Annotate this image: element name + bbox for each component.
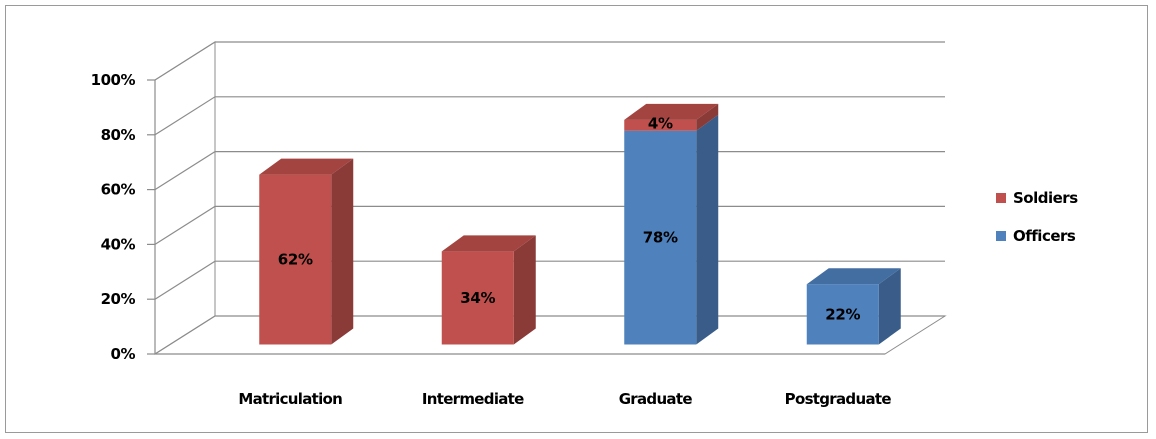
bar-intermediate-soldiers-front [441, 251, 514, 345]
bar-graduate-soldiers-side [696, 103, 719, 131]
chart-walls [153, 41, 947, 355]
bars [259, 103, 901, 345]
x-axis-categories: Matriculation Intermediate Graduate Postgra… [238, 390, 892, 408]
side-wall [154, 41, 216, 355]
bar-postgraduate-officers-front [806, 284, 879, 345]
y-tick-label: 40% [101, 235, 136, 253]
y-tick-label: 80% [101, 126, 136, 144]
bar-matriculation-soldiers-top [259, 158, 354, 175]
category-label: Postgraduate [785, 390, 892, 408]
category-label: Matriculation [238, 390, 342, 408]
bar-matriculation-soldiers-front [259, 174, 332, 345]
bar-graduate-soldiers-front [624, 119, 697, 131]
bar-intermediate-soldiers-side [513, 235, 536, 345]
gridline [154, 96, 945, 136]
data-label: 34% [460, 289, 495, 307]
bar-intermediate-soldiers-top [441, 235, 536, 252]
legend-swatch [996, 231, 1006, 241]
y-axis-ticks: 0% 20% 40% 60% 80% 100% [91, 71, 136, 363]
gridline [154, 41, 945, 81]
bar-graduate-soldiers-top [624, 103, 719, 120]
y-tick-label: 60% [101, 181, 136, 199]
data-label: 62% [278, 251, 313, 269]
legend-swatch [996, 193, 1006, 203]
bar-postgraduate-officers-top [806, 268, 901, 285]
bar-graduate-officers-side [696, 114, 719, 345]
category-label: Graduate [619, 390, 693, 408]
data-label: 22% [825, 305, 860, 323]
legend-label: Soldiers [1013, 189, 1078, 207]
bar-postgraduate-officers-side [878, 268, 901, 345]
bar-matriculation-soldiers-side [331, 158, 354, 345]
y-tick-label: 0% [111, 345, 136, 363]
category-label: Intermediate [422, 390, 524, 408]
legend-label: Officers [1013, 227, 1076, 245]
data-label: 78% [643, 229, 678, 247]
data-labels: 62% 34% 78% 4% 22% [278, 114, 861, 323]
bar-graduate-officers-front [624, 130, 697, 345]
legend: Soldiers Officers [996, 189, 1079, 245]
y-tick-label: 20% [101, 290, 136, 308]
data-label: 4% [648, 114, 673, 132]
y-tick-label: 100% [91, 71, 136, 89]
